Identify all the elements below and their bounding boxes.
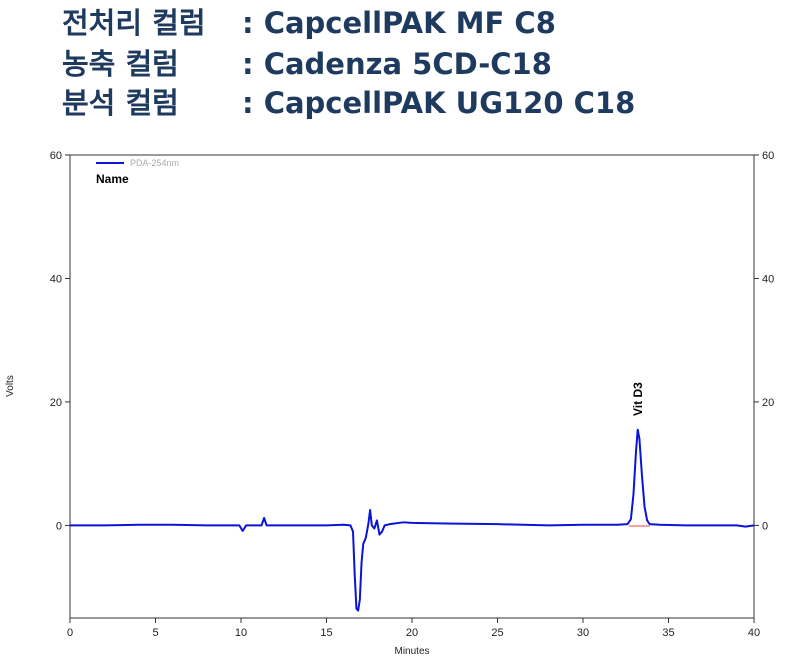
header-value: : CapcellPAK MF C8 xyxy=(242,6,556,40)
header-label: 분석 컬럼 xyxy=(62,86,179,120)
y-axis-label: Volts xyxy=(5,375,16,397)
legend-title: Name xyxy=(96,172,129,186)
plot-frame xyxy=(69,154,755,619)
x-tick-label: 15 xyxy=(320,627,332,639)
y2-tick-label: 60 xyxy=(762,150,774,162)
y2-tick-label: 0 xyxy=(762,520,768,532)
x-tick-label: 0 xyxy=(67,627,73,639)
header: 전처리 컬럼 : CapcellPAK MF C8 농축 컬럼 : Cadenz… xyxy=(62,6,635,120)
peak-annotation: Vit D3 xyxy=(631,382,645,416)
header-label: 전처리 컬럼 xyxy=(62,6,206,40)
x-tick-label: 20 xyxy=(406,627,418,639)
x-tick-label: 40 xyxy=(748,627,760,639)
trace-line xyxy=(70,428,755,612)
x-tick-label: 5 xyxy=(152,627,158,639)
y-tick-label: 20 xyxy=(50,397,62,409)
y-tick-label: 40 xyxy=(50,273,62,285)
y-tick-label: 60 xyxy=(50,150,62,162)
x-tick-label: 25 xyxy=(491,627,503,639)
legend-label: PDA-254nm xyxy=(130,158,179,168)
header-label: 농축 컬럼 xyxy=(62,47,179,81)
x-tick-label: 35 xyxy=(662,627,674,639)
y-tick-label: 0 xyxy=(56,520,62,532)
y2-tick-label: 40 xyxy=(762,273,774,285)
x-tick-label: 10 xyxy=(235,627,247,639)
header-value: : Cadenza 5CD-C18 xyxy=(242,47,552,81)
header-value: : CapcellPAK UG120 C18 xyxy=(242,86,635,120)
x-axis-label: Minutes xyxy=(394,646,429,657)
x-tick-label: 30 xyxy=(577,627,589,639)
y2-tick-label: 20 xyxy=(762,397,774,409)
